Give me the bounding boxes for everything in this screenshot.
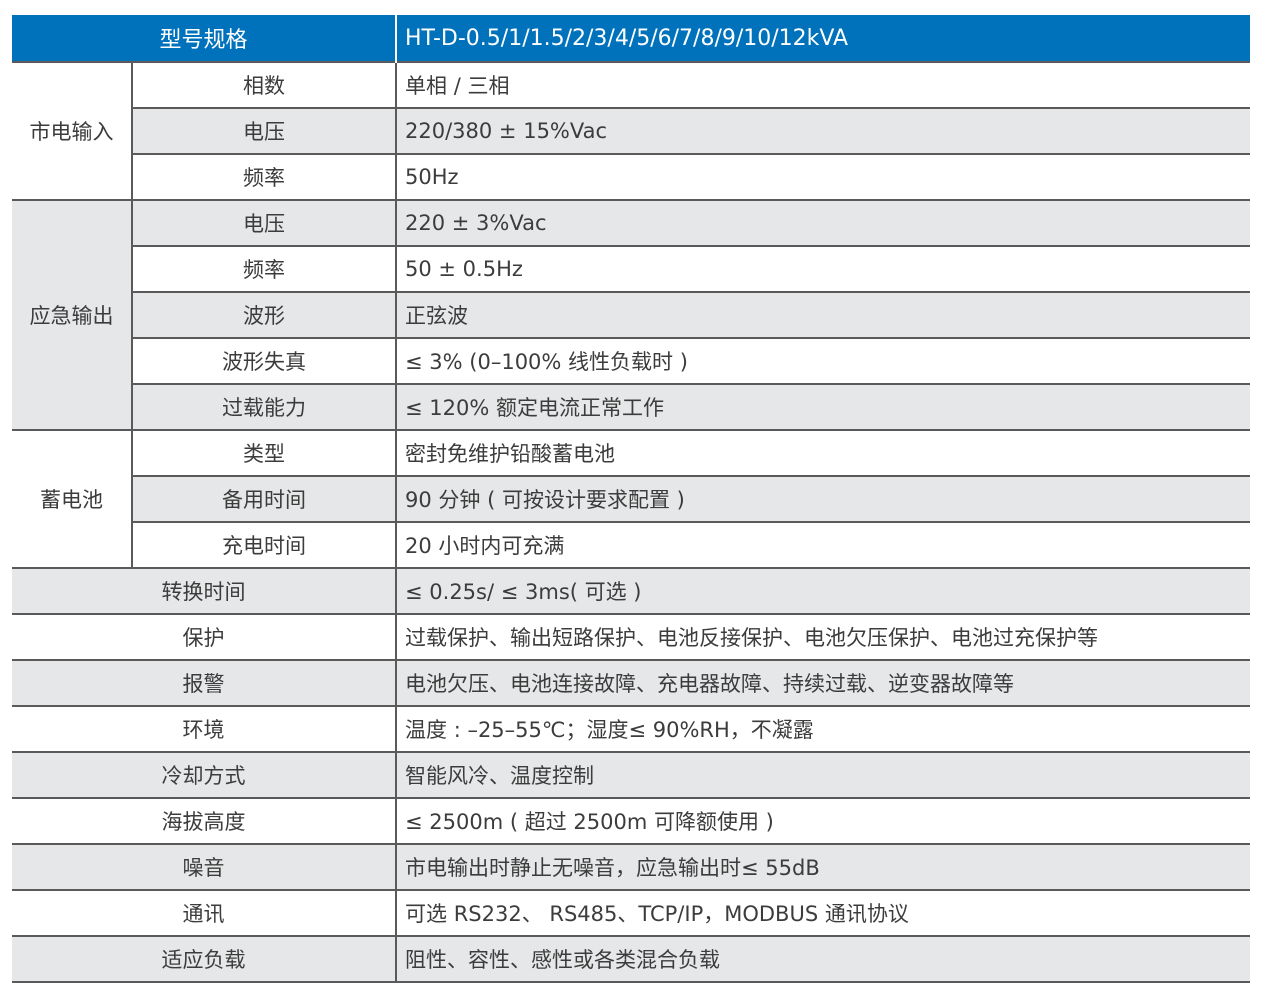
table-row: 环境 温度 : –25–55℃；湿度≤ 90%RH，不凝露 <box>12 705 1250 753</box>
table-row: 噪音 市电输出时静止无噪音，应急输出时≤ 55dB <box>12 843 1250 891</box>
header-label: 型号规格 <box>12 15 397 62</box>
group-label: 市电输入 <box>12 61 132 201</box>
group-label: 应急输出 <box>12 199 132 431</box>
spec-label: 转换时间 <box>12 567 397 615</box>
spec-value: 正弦波 <box>395 291 1250 339</box>
spec-label: 频率 <box>130 245 397 293</box>
spec-label: 类型 <box>130 429 397 477</box>
spec-value: ≤ 120% 额定电流正常工作 <box>395 383 1250 431</box>
spec-value: 温度 : –25–55℃；湿度≤ 90%RH，不凝露 <box>395 705 1250 753</box>
table-row: 备用时间 90 分钟 ( 可按设计要求配置 ) <box>12 475 1250 523</box>
spec-label: 波形 <box>130 291 397 339</box>
table-row: 充电时间 20 小时内可充满 <box>12 521 1250 569</box>
spec-value: 220/380 ± 15%Vac <box>395 107 1250 155</box>
spec-label: 报警 <box>12 659 397 707</box>
table-row: 保护 过载保护、输出短路保护、电池反接保护、电池欠压保护、电池过充保护等 <box>12 613 1250 661</box>
table-header-row: 型号规格 HT-D-0.5/1/1.5/2/3/4/5/6/7/8/9/10/1… <box>12 15 1250 62</box>
table-row: 电压 220/380 ± 15%Vac <box>12 107 1250 155</box>
spec-value: 电池欠压、电池连接故障、充电器故障、持续过载、逆变器故障等 <box>395 659 1250 707</box>
table-row: 频率 50 ± 0.5Hz <box>12 245 1250 293</box>
spec-label: 通讯 <box>12 889 397 937</box>
table-row: 频率 50Hz <box>12 153 1250 201</box>
table-row: 转换时间 ≤ 0.25s/ ≤ 3ms( 可选 ) <box>12 567 1250 615</box>
table-row: 波形 正弦波 <box>12 291 1250 339</box>
spec-value: 90 分钟 ( 可按设计要求配置 ) <box>395 475 1250 523</box>
spec-table: 型号规格 HT-D-0.5/1/1.5/2/3/4/5/6/7/8/9/10/1… <box>12 15 1250 983</box>
spec-value: 阻性、容性、感性或各类混合负载 <box>395 935 1250 983</box>
spec-value: 50 ± 0.5Hz <box>395 245 1250 293</box>
spec-value: 密封免维护铅酸蓄电池 <box>395 429 1250 477</box>
spec-label: 海拔高度 <box>12 797 397 845</box>
group-label: 蓄电池 <box>12 429 132 569</box>
spec-value: 单相 / 三相 <box>395 61 1250 109</box>
table-row: 应急输出 电压 220 ± 3%Vac <box>12 199 1250 431</box>
spec-value: 过载保护、输出短路保护、电池反接保护、电池欠压保护、电池过充保护等 <box>395 613 1250 661</box>
spec-value: 50Hz <box>395 153 1250 201</box>
table-row: 适应负载 阻性、容性、感性或各类混合负载 <box>12 935 1250 983</box>
spec-value: 市电输出时静止无噪音，应急输出时≤ 55dB <box>395 843 1250 891</box>
table-row: 报警 电池欠压、电池连接故障、充电器故障、持续过载、逆变器故障等 <box>12 659 1250 707</box>
table-row: 蓄电池 类型 密封免维护铅酸蓄电池 <box>12 429 1250 569</box>
table-row: 市电输入 相数 单相 / 三相 <box>12 61 1250 201</box>
spec-value: 220 ± 3%Vac <box>395 199 1250 247</box>
spec-value: 可选 RS232、 RS485、TCP/IP，MODBUS 通讯协议 <box>395 889 1250 937</box>
spec-label: 相数 <box>130 61 397 109</box>
spec-value: ≤ 2500m ( 超过 2500m 可降额使用 ) <box>395 797 1250 845</box>
spec-value: 20 小时内可充满 <box>395 521 1250 569</box>
spec-value: 智能风冷、温度控制 <box>395 751 1250 799</box>
spec-label: 噪音 <box>12 843 397 891</box>
table-row: 波形失真 ≤ 3% (0–100% 线性负载时 ) <box>12 337 1250 385</box>
spec-label: 环境 <box>12 705 397 753</box>
table-row: 通讯 可选 RS232、 RS485、TCP/IP，MODBUS 通讯协议 <box>12 889 1250 937</box>
spec-label: 保护 <box>12 613 397 661</box>
spec-label: 电压 <box>130 107 397 155</box>
table-row: 过载能力 ≤ 120% 额定电流正常工作 <box>12 383 1250 431</box>
spec-label: 适应负载 <box>12 935 397 983</box>
spec-label: 波形失真 <box>130 337 397 385</box>
table-row: 冷却方式 智能风冷、温度控制 <box>12 751 1250 799</box>
spec-label: 过载能力 <box>130 383 397 431</box>
spec-value: ≤ 3% (0–100% 线性负载时 ) <box>395 337 1250 385</box>
header-value: HT-D-0.5/1/1.5/2/3/4/5/6/7/8/9/10/12kVA <box>395 15 1250 62</box>
spec-label: 备用时间 <box>130 475 397 523</box>
spec-label: 电压 <box>130 199 397 247</box>
spec-label: 充电时间 <box>130 521 397 569</box>
spec-label: 频率 <box>130 153 397 201</box>
spec-value: ≤ 0.25s/ ≤ 3ms( 可选 ) <box>395 567 1250 615</box>
table-row: 海拔高度 ≤ 2500m ( 超过 2500m 可降额使用 ) <box>12 797 1250 845</box>
spec-label: 冷却方式 <box>12 751 397 799</box>
